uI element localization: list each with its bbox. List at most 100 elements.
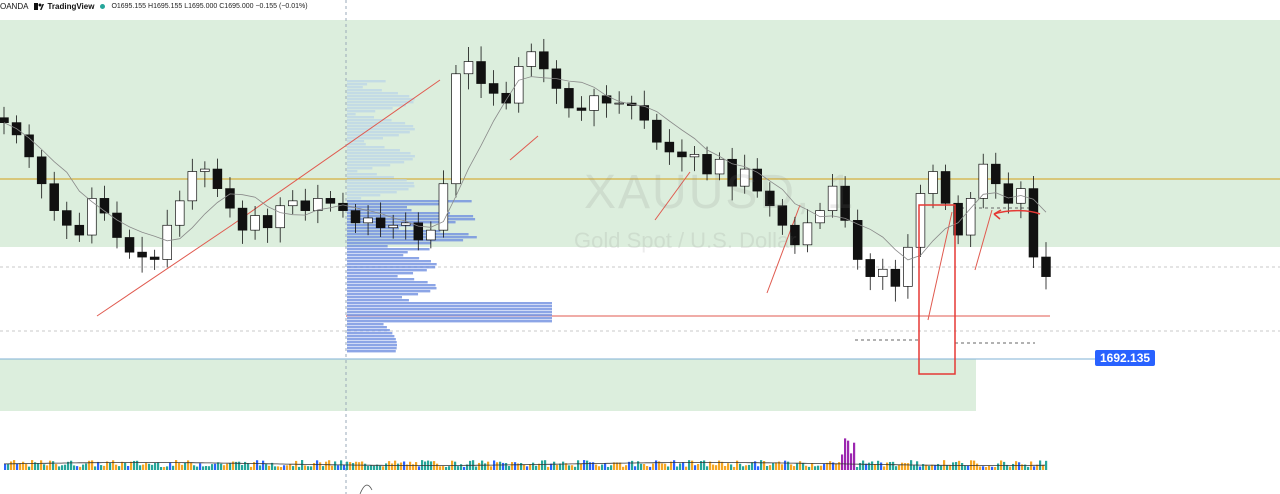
- volume-bar: [79, 466, 82, 470]
- volume-bar: [967, 465, 970, 470]
- volume-bar: [817, 465, 820, 470]
- volume-bar: [361, 461, 364, 470]
- profile-bar: [347, 194, 381, 197]
- profile-bar: [347, 311, 552, 314]
- profile-bar: [347, 314, 552, 317]
- volume-bar: [1027, 466, 1030, 470]
- volume-bar: [193, 465, 196, 470]
- volume-bar: [556, 464, 559, 470]
- volume-bar: [19, 463, 22, 470]
- trend-line-3[interactable]: [509, 135, 539, 161]
- profile-bar: [347, 116, 375, 119]
- candle-body: [589, 95, 599, 111]
- volume-bar: [40, 460, 43, 470]
- trend-line-4[interactable]: [654, 171, 691, 221]
- profile-bar: [347, 293, 419, 296]
- volume-bar: [778, 461, 781, 470]
- profile-bar: [347, 329, 390, 332]
- volume-bar: [709, 461, 712, 470]
- indicator-squiggle: [359, 484, 373, 494]
- volume-bar: [637, 461, 640, 470]
- volume-bar: [355, 461, 358, 470]
- volume-bar: [718, 460, 721, 470]
- candle-body: [275, 205, 285, 229]
- volume-bar: [808, 466, 811, 470]
- volume-bar: [604, 463, 607, 470]
- candle-body: [664, 141, 675, 153]
- volume-bar: [298, 466, 301, 470]
- profile-bar: [347, 239, 464, 242]
- trend-line-6[interactable]: [927, 211, 953, 321]
- profile-bar: [347, 215, 474, 218]
- candle-body: [940, 171, 951, 204]
- profile-bar: [347, 260, 431, 263]
- volume-bar: [502, 462, 505, 470]
- trend-line-2[interactable]: [231, 79, 441, 226]
- candle-body: [802, 222, 813, 246]
- volume-bar: [784, 460, 787, 470]
- tradingview-logo[interactable]: TradingView: [34, 2, 94, 11]
- volume-bar: [454, 461, 457, 470]
- volume-bar: [106, 461, 109, 470]
- volume-bar: [667, 466, 670, 470]
- profile-bar: [347, 185, 415, 188]
- profile-bar: [347, 269, 427, 272]
- volume-bar: [220, 463, 223, 470]
- candle-body: [840, 185, 850, 221]
- candle-body: [714, 158, 725, 175]
- candle-body: [74, 224, 85, 236]
- volume-bar: [199, 463, 202, 470]
- volume-bar: [274, 466, 277, 470]
- profile-bar: [347, 92, 398, 95]
- candle-body: [212, 168, 223, 189]
- profile-bar: [347, 191, 397, 194]
- volume-bar: [286, 465, 289, 470]
- profile-bar: [347, 272, 414, 275]
- broker-label: OANDA: [0, 1, 29, 11]
- profile-bar: [347, 266, 436, 269]
- volume-bar: [664, 463, 667, 470]
- profile-bar: [347, 275, 398, 278]
- volume-bar: [370, 465, 373, 470]
- volume-bar: [574, 466, 577, 470]
- candle-body: [1003, 183, 1014, 204]
- volume-bar: [571, 465, 574, 470]
- volume-bar: [259, 465, 262, 470]
- volume-bar: [181, 464, 184, 470]
- profile-bar: [347, 152, 411, 155]
- volume-bars: [4, 438, 1048, 470]
- volume-bar: [265, 464, 268, 470]
- trend-line-5[interactable]: [766, 204, 801, 294]
- volume-bar: [988, 465, 991, 470]
- volume-bar: [541, 460, 544, 470]
- volume-bar: [871, 461, 874, 470]
- volume-bar: [52, 461, 55, 470]
- trend-line-1[interactable]: [96, 224, 233, 317]
- profile-bar: [347, 326, 387, 329]
- volume-bar: [520, 463, 523, 470]
- candle-body: [0, 117, 9, 123]
- volume-bar: [505, 463, 508, 470]
- trend-line-7[interactable]: [974, 209, 993, 271]
- volume-bar: [922, 464, 925, 470]
- volume-bar: [781, 464, 784, 470]
- volume-bar: [346, 461, 349, 470]
- volume-bar: [985, 466, 988, 470]
- volume-bar: [190, 462, 193, 470]
- volume-bar: [550, 463, 553, 470]
- highlight-box[interactable]: [918, 204, 956, 375]
- candle-body: [702, 154, 712, 175]
- volume-bar: [100, 465, 103, 470]
- volume-bar: [628, 461, 631, 470]
- volume-bar: [130, 461, 133, 470]
- current-price-tag[interactable]: 1692.135: [1095, 350, 1156, 366]
- volume-bar: [1024, 464, 1027, 470]
- volume-bar: [538, 463, 541, 470]
- volume-bar: [532, 462, 535, 470]
- profile-bar: [347, 341, 397, 344]
- profile-bar: [347, 146, 385, 149]
- annotation-arrow[interactable]: [993, 209, 1041, 215]
- candle-body: [24, 134, 34, 158]
- volume-bar: [652, 463, 655, 470]
